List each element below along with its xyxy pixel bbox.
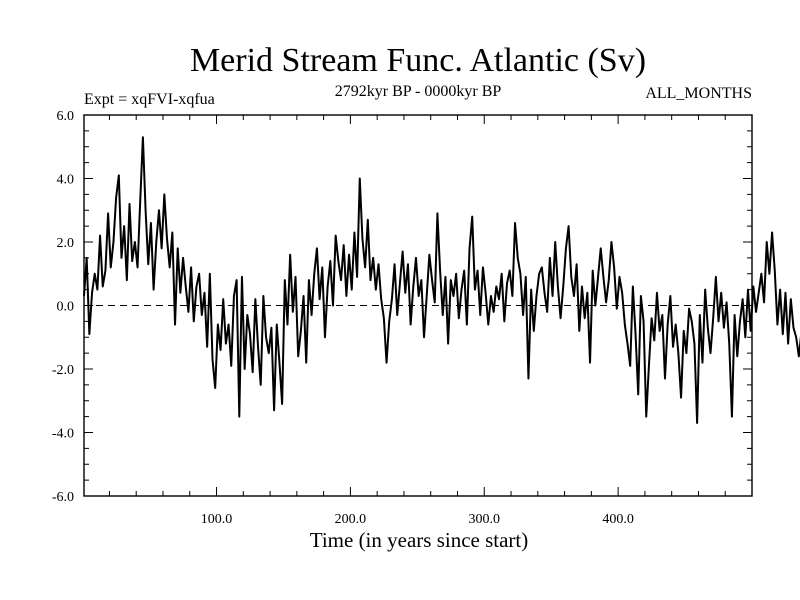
x-axis-label: Time (in years since start) xyxy=(310,528,529,552)
x-tick-label: 200.0 xyxy=(335,512,367,527)
y-tick-label: -6.0 xyxy=(52,490,74,505)
chart-title: Merid Stream Func. Atlantic (Sv) xyxy=(190,42,646,79)
y-tick-label: -2.0 xyxy=(52,363,74,378)
chart-subtitle-months: ALL_MONTHS xyxy=(645,85,752,102)
series-line-0 xyxy=(83,136,800,424)
y-tick-label: -4.0 xyxy=(52,427,74,442)
y-tick-label: 2.0 xyxy=(57,236,75,251)
y-tick-label: 6.0 xyxy=(57,109,75,124)
y-tick-label: 0.0 xyxy=(57,300,75,315)
x-tick-label: 100.0 xyxy=(201,512,233,527)
chart-subtitle-period: 2792kyr BP - 0000kyr BP xyxy=(335,83,502,100)
x-tick-label: 300.0 xyxy=(469,512,501,527)
chart-subtitle-experiment: Expt = xqFVI-xqfua xyxy=(84,91,215,108)
x-tick-label: 400.0 xyxy=(602,512,634,527)
y-tick-label: 4.0 xyxy=(57,173,75,188)
